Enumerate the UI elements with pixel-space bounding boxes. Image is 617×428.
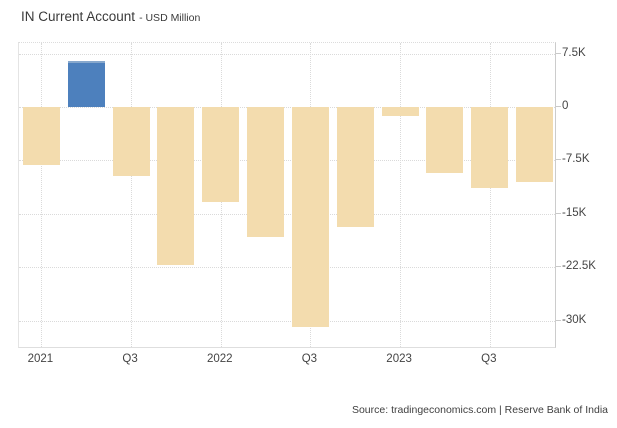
y-axis-label: -22.5K [562,260,596,273]
gridline-horizontal [19,213,555,215]
bar-2023-q1[interactable] [381,107,419,117]
y-axis-label: 0 [562,100,569,112]
x-axis-label: 2022 [207,353,233,365]
gridline-horizontal [19,53,555,55]
bar-2021-q3[interactable] [112,107,150,176]
bar-2021-q1[interactable] [22,107,60,165]
gridline-vertical [489,43,491,347]
gridline-vertical [41,43,43,347]
x-axis-label: 2023 [386,353,412,365]
chart-title: IN Current Account - USD Million [21,9,200,24]
y-axis-tick [556,266,561,268]
bar-2022-q2[interactable] [247,107,285,237]
y-axis-tick [556,212,561,214]
y-axis-label: -30K [562,313,587,326]
y-axis-tick [556,52,561,54]
y-axis-tick [556,159,561,161]
y-axis-label: -7.5K [562,153,590,166]
bar-2023-q3[interactable] [471,107,509,189]
x-axis-label: 2021 [27,353,54,365]
bar-2023-q2[interactable] [426,107,464,173]
y-axis-tick [556,106,561,107]
chart-title-text: IN Current Account [21,9,136,24]
source-attribution: Source: tradingeconomics.com | Reserve B… [351,404,608,416]
gridline-vertical [400,43,402,347]
x-axis-label: Q3 [481,353,497,365]
bar-2021-q2[interactable] [67,60,105,108]
y-axis-tick [556,319,561,321]
plot-area [18,42,556,348]
y-axis-label: 7.5K [562,46,586,59]
bar-2021-q4[interactable] [157,107,195,265]
bar-2022-q3[interactable] [291,107,329,327]
gridline-horizontal [19,160,555,162]
x-axis-label: Q3 [122,353,138,365]
bar-2022-q1[interactable] [202,107,240,203]
gridline-horizontal [19,107,555,108]
x-axis-label: Q3 [301,353,318,365]
y-axis-label: -15K [562,206,587,219]
bar-2023-q4[interactable] [516,107,554,182]
gridline-vertical [131,43,133,347]
gridline-horizontal [19,267,555,269]
bar-2022-q4[interactable] [336,107,374,227]
gridline-horizontal [19,320,555,322]
chart-subtitle: - USD Million [139,12,201,24]
